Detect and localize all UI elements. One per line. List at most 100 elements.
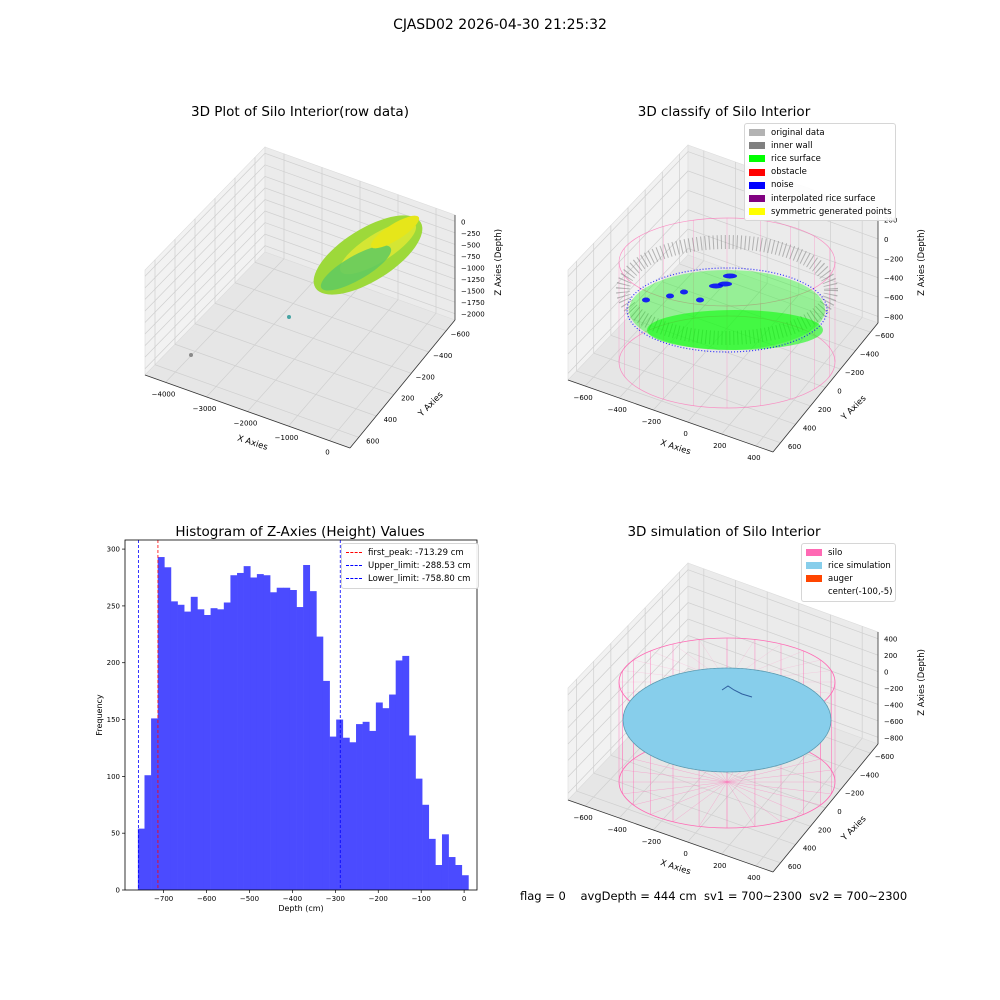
- histogram-bar: [316, 636, 324, 890]
- cls-y-axis-line: [772, 322, 879, 453]
- histogram-bar: [217, 609, 225, 890]
- histogram-bar: [190, 596, 198, 890]
- histogram-bar: [276, 587, 284, 890]
- sim-y-tick-label: −600: [875, 753, 894, 761]
- raw-x-grid: [247, 285, 361, 412]
- sim-y-tick-label: −400: [860, 771, 879, 779]
- legend-swatch: [806, 562, 822, 570]
- histogram-bar: [382, 708, 390, 890]
- legend-swatch: [749, 129, 765, 137]
- sim-x-tick-label: 400: [747, 874, 760, 882]
- legend-label: interpolated rice surface: [771, 193, 876, 204]
- legend-label: obstacle: [771, 167, 807, 178]
- histogram-y-axis-label: Frequency: [95, 694, 104, 736]
- histogram-bar: [349, 742, 357, 890]
- histogram-legend: first_peak: -713.29 cm Upper_limit: -288.…: [341, 543, 479, 589]
- histogram-bar: [157, 557, 165, 890]
- raw-y-grid: [234, 282, 429, 353]
- histogram-bar: [177, 604, 185, 890]
- cls-y-tick-label: 200: [818, 406, 831, 414]
- sim-silo-floor-spoke: [726, 769, 832, 783]
- raw-y-grid: [174, 343, 377, 417]
- legend-swatch: [749, 208, 765, 216]
- raw-x-grid: [165, 258, 285, 383]
- simulation-plot-title: 3D simulation of Silo Interior: [627, 524, 821, 540]
- cls-inner-wall-points: [616, 235, 838, 345]
- legend-entry: Lower_limit: -758.80 cm: [346, 572, 474, 585]
- legend-entry: silo: [806, 546, 891, 559]
- legend-entry: inner wall: [749, 139, 891, 152]
- histogram-bar: [263, 575, 271, 890]
- sim-silo-floor-spoke: [726, 781, 756, 827]
- cls-y-tick-label: 0: [837, 388, 841, 396]
- cls-noise-ring: [626, 267, 828, 353]
- legend-label: rice surface: [771, 153, 821, 164]
- histogram-x-axis-label: Depth (cm): [278, 904, 323, 913]
- cls-z-tick-label: −200: [884, 255, 903, 263]
- sim-z-tick-label: −600: [884, 718, 903, 726]
- raw-x-tick-label: −3000: [193, 405, 217, 413]
- sim-y-tick-label: 200: [818, 826, 831, 834]
- raw-z-tick-label: −750: [461, 253, 480, 261]
- histogram-x-tick-label: −700: [154, 895, 173, 903]
- raw-z-tick-label: −250: [461, 230, 480, 238]
- histogram-x-tick-label: −200: [369, 895, 388, 903]
- figure-title: CJASD02 2026-04-30 21:25:32: [393, 17, 607, 33]
- sim-z-grid: [567, 602, 879, 728]
- histogram-y-tick-label: 150: [107, 716, 120, 724]
- legend-swatch: [806, 575, 822, 583]
- raw-y-tick-label: −600: [451, 331, 470, 339]
- legend-label: auger: [828, 573, 853, 584]
- legend-label: first_peak: -713.29 cm: [368, 547, 464, 558]
- cls-y-grid: [593, 352, 796, 425]
- histogram-y-tick-label: 250: [107, 602, 120, 610]
- cls-x-tick-label: −400: [608, 406, 627, 414]
- legend-entry: rice surface: [749, 152, 891, 165]
- raw-x-grid: [206, 272, 323, 398]
- raw-y-axis-label: Y Axies: [416, 390, 446, 420]
- cls-rice-surface-front: [647, 310, 823, 350]
- histogram-y-tick-label: 0: [116, 887, 120, 895]
- sim-x-tick-label: 200: [713, 862, 726, 870]
- histogram-bar: [250, 577, 258, 890]
- legend-entry: Upper_limit: -288.53 cm: [346, 559, 474, 572]
- raw-y-tick-label: 200: [401, 395, 414, 403]
- histogram-bar: [197, 609, 205, 890]
- cls-x-tick-label: −600: [573, 394, 592, 402]
- histogram-bar: [389, 694, 396, 890]
- legend-entry: obstacle: [749, 166, 891, 179]
- legend-swatch: [749, 168, 765, 176]
- histogram-bar: [270, 592, 278, 890]
- raw-y-axis-line: [349, 319, 456, 449]
- histogram-bar: [283, 587, 291, 890]
- histogram-bar: [408, 735, 416, 890]
- cls-noise-cluster: [642, 297, 650, 303]
- sim-y-axis-label: Y Axies: [839, 814, 869, 844]
- sim-y-grid: [576, 790, 781, 864]
- raw-z-tick-label: −1500: [461, 288, 485, 296]
- cls-z-tick-label: −600: [884, 294, 903, 302]
- legend-swatch: [749, 155, 765, 163]
- histogram-bar: [309, 591, 317, 890]
- raw-z-tick-label: −1750: [461, 299, 485, 307]
- raw-x-axis-label: X Axies: [236, 434, 269, 453]
- legend-swatch: [749, 142, 765, 150]
- cls-y-tick-label: −400: [860, 351, 879, 359]
- histogram-x-tick-label: −300: [326, 895, 345, 903]
- legend-label: rice simulation: [828, 560, 891, 571]
- histogram-title: Histogram of Z-Axies (Height) Values: [175, 524, 425, 540]
- raw-z-tick-label: −2000: [461, 311, 485, 319]
- histogram-plot: −700 −600 −500 −400 −300 −200 −100 0 0 50 100 150 20…: [95, 539, 478, 913]
- raw-y-grid: [254, 261, 447, 331]
- cls-z-grid: [567, 209, 879, 335]
- histogram-bar: [375, 702, 383, 890]
- histogram-x-tick-label: −600: [197, 895, 216, 903]
- cls-y-grid: [576, 370, 781, 444]
- histogram-bar: [203, 615, 211, 890]
- sim-silo-floor-spoke: [726, 781, 821, 806]
- raw-outlier-point: [287, 315, 291, 319]
- cls-noise-cluster: [666, 293, 674, 299]
- raw-x-axis-line: [144, 374, 351, 449]
- sim-z-grid: [567, 569, 879, 695]
